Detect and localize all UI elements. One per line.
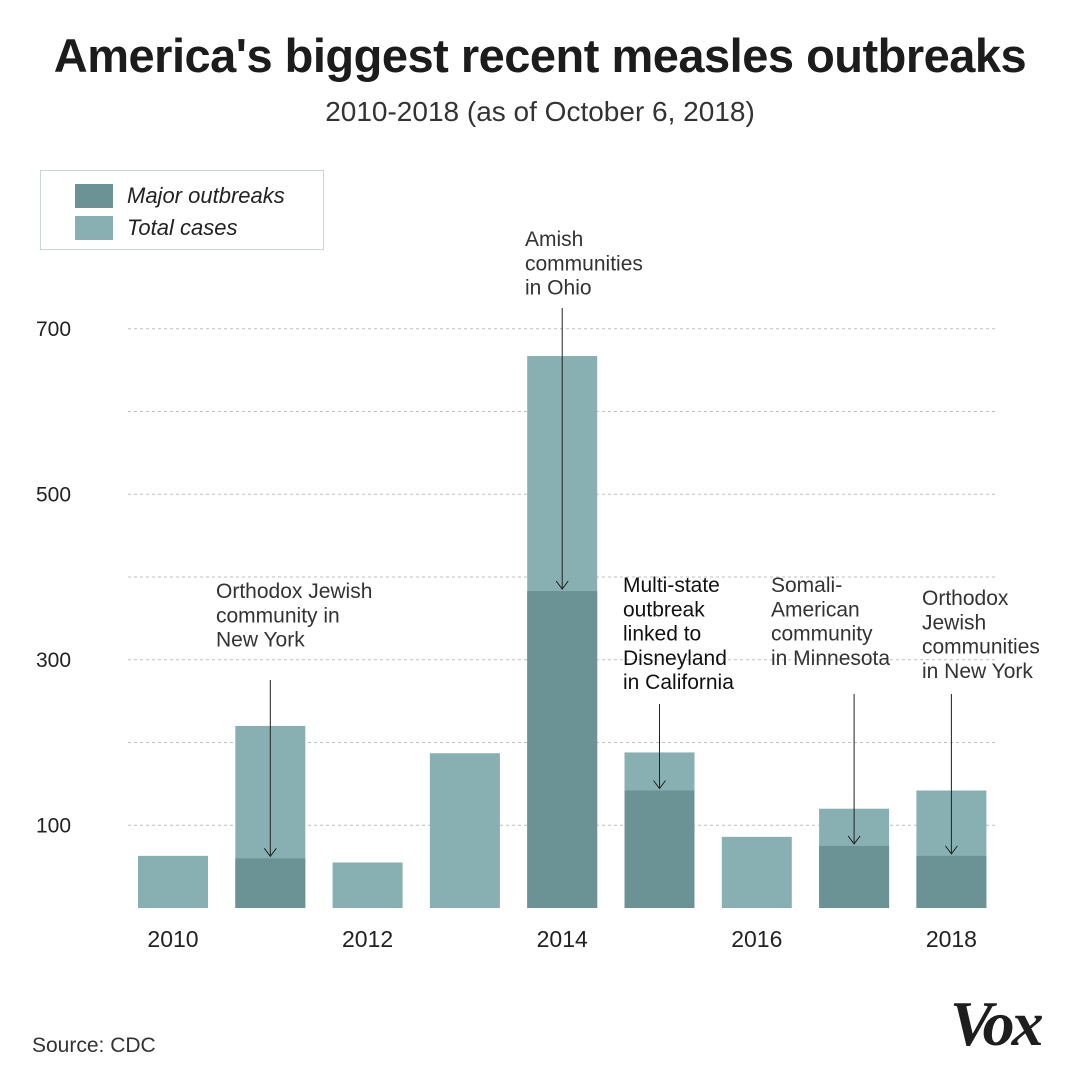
annotation-text-2014: Amish (525, 228, 583, 251)
y-tick-label: 100 (36, 814, 71, 837)
annotation-text-2015: Disneyland (623, 647, 727, 670)
legend-item-major: Major outbreaks (75, 182, 285, 210)
chart-title: America's biggest recent measles outbrea… (53, 29, 1027, 82)
annotation-text-2018: in New York (922, 660, 1033, 683)
x-tick-label: 2018 (926, 926, 977, 952)
legend-swatch-major (75, 184, 113, 208)
x-tick-label: 2012 (342, 926, 393, 952)
y-tick-label: 300 (36, 649, 71, 672)
annotation-text-2018: communities (922, 636, 1040, 659)
y-tick-label: 500 (36, 483, 71, 506)
bar-major-2011 (235, 858, 306, 908)
annotation-text-2011: New York (216, 629, 305, 652)
annotation-text-2015: linked to (623, 623, 701, 646)
legend-swatch-total (75, 216, 113, 240)
annotation-arrowhead-2011 (263, 848, 277, 858)
bar-major-2014 (527, 591, 598, 908)
source-note: Source: CDC (32, 1034, 156, 1057)
bar-major-2017 (819, 845, 890, 908)
bar-total-2013 (429, 753, 500, 908)
bar-major-2018 (916, 855, 987, 908)
annotation-text-2011: community in (216, 604, 340, 627)
bar-total-2012 (332, 862, 403, 908)
annotation-arrowhead-2014 (555, 580, 569, 590)
vox-logo: Vox (950, 988, 1044, 1059)
annotation-text-2014: in Ohio (525, 277, 592, 300)
x-tick-label: 2010 (147, 926, 198, 952)
annotation-text-2014: communities (525, 252, 643, 275)
y-tick-label: 700 (36, 318, 71, 341)
annotation-text-2018: Jewish (922, 611, 986, 634)
annotation-arrowhead-2017 (847, 835, 861, 845)
annotation-text-2017: American (771, 598, 860, 621)
annotation-text-2015: Multi-state (623, 574, 720, 597)
annotation-text-2017: in Minnesota (771, 647, 890, 670)
x-tick-label: 2014 (537, 926, 588, 952)
annotation-text-2015: outbreak (623, 598, 705, 621)
annotation-arrowhead-2015 (653, 780, 666, 790)
bar-total-2010 (138, 855, 208, 908)
legend-label-major: Major outbreaks (127, 183, 285, 208)
legend: Major outbreaks Total cases (40, 170, 324, 250)
annotation-text-2017: community (771, 623, 873, 646)
chart-subtitle: 2010-2018 (as of October 6, 2018) (325, 96, 755, 127)
annotation-text-2015: in California (623, 671, 734, 694)
bar-major-2015 (624, 790, 695, 908)
annotation-text-2011: Orthodox Jewish (216, 580, 372, 603)
annotation-text-2018: Orthodox (922, 587, 1009, 610)
bar-total-2016 (721, 836, 792, 908)
annotation-arrowhead-2018 (945, 845, 958, 855)
x-tick-label: 2016 (731, 926, 782, 952)
legend-label-total: Total cases (127, 215, 238, 240)
legend-item-total: Total cases (75, 214, 237, 242)
annotation-text-2017: Somali- (771, 574, 842, 597)
